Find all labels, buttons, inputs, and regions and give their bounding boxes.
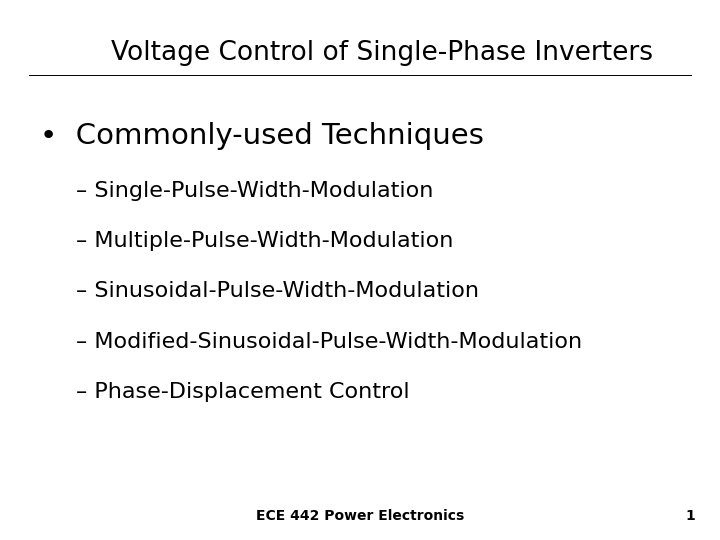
Text: – Single-Pulse-Width-Modulation: – Single-Pulse-Width-Modulation xyxy=(76,181,433,201)
Text: – Phase-Displacement Control: – Phase-Displacement Control xyxy=(76,382,409,402)
Text: – Modified-Sinusoidal-Pulse-Width-Modulation: – Modified-Sinusoidal-Pulse-Width-Modula… xyxy=(76,332,582,352)
Text: 1: 1 xyxy=(685,509,695,523)
Text: – Multiple-Pulse-Width-Modulation: – Multiple-Pulse-Width-Modulation xyxy=(76,231,453,251)
Text: – Sinusoidal-Pulse-Width-Modulation: – Sinusoidal-Pulse-Width-Modulation xyxy=(76,281,479,301)
Text: Voltage Control of Single-Phase Inverters: Voltage Control of Single-Phase Inverter… xyxy=(111,40,652,66)
Text: ECE 442 Power Electronics: ECE 442 Power Electronics xyxy=(256,509,464,523)
Text: •  Commonly-used Techniques: • Commonly-used Techniques xyxy=(40,122,483,150)
